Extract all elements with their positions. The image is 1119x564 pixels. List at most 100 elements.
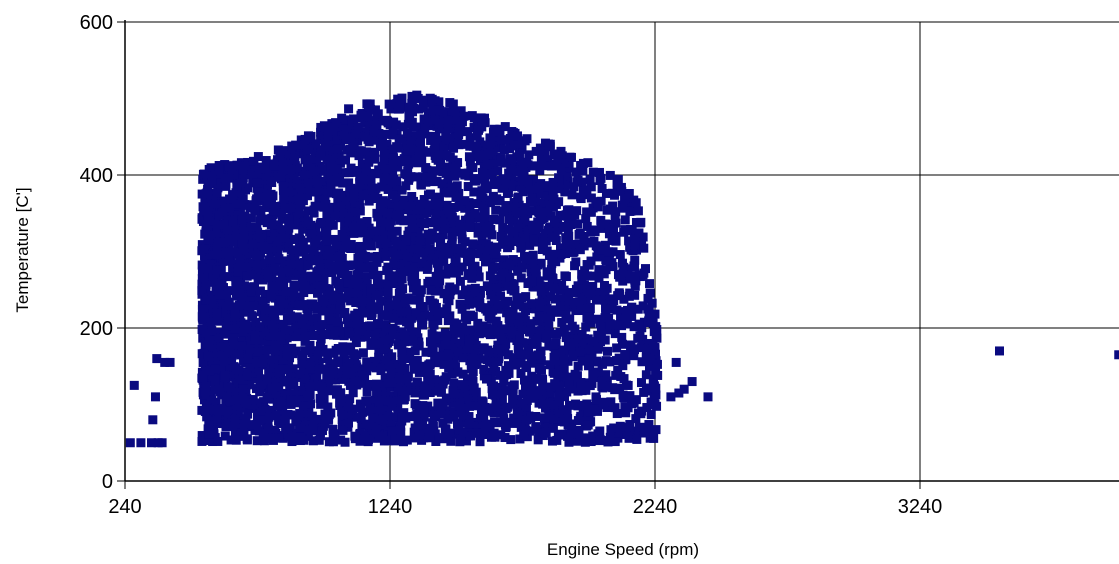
data-point-4479 <box>289 288 299 298</box>
data-point-4783 <box>499 414 509 424</box>
data-point-2092 <box>313 364 323 374</box>
data-point-4332 <box>215 387 225 397</box>
data-point-4688 <box>478 167 488 177</box>
data-point-2714 <box>357 127 367 137</box>
data-point-4642 <box>550 349 560 359</box>
data-point-4255 <box>512 167 522 177</box>
data-point-3924 <box>404 102 414 112</box>
data-point-2847 <box>568 350 578 360</box>
data-point-4818 <box>240 395 250 405</box>
data-point-983 <box>627 311 637 321</box>
data-point-3648 <box>303 260 313 270</box>
data-point-4434 <box>197 313 207 323</box>
data-point-4848 <box>157 438 167 448</box>
data-point-822 <box>294 149 304 159</box>
data-point-4381 <box>303 408 313 418</box>
data-point-1867 <box>455 219 465 229</box>
data-point-3083 <box>228 236 238 246</box>
data-point-2631 <box>516 139 526 149</box>
data-point-4022 <box>577 275 587 285</box>
data-point-4693 <box>443 351 453 361</box>
data-point-323 <box>457 290 467 300</box>
data-point-2800 <box>636 343 646 353</box>
data-point-4283 <box>569 182 579 192</box>
data-point-4522 <box>331 118 341 128</box>
data-point-3194 <box>507 156 517 166</box>
data-point-4778 <box>279 194 289 204</box>
data-point-3020 <box>615 383 625 393</box>
data-point-2131 <box>524 150 534 160</box>
data-point-3522 <box>555 301 565 311</box>
data-point-67 <box>617 332 627 342</box>
data-point-4158 <box>442 150 452 160</box>
data-point-3276 <box>259 436 269 446</box>
data-point-3953 <box>604 313 614 323</box>
data-point-3891 <box>457 243 467 253</box>
data-point-4382 <box>242 262 252 272</box>
data-point-3114 <box>545 360 555 370</box>
data-point-3289 <box>348 222 358 232</box>
data-point-1809 <box>409 253 419 263</box>
data-point-3819 <box>333 278 343 288</box>
data-point-4588 <box>357 295 367 305</box>
data-point-2517 <box>253 152 263 162</box>
data-point-742 <box>236 414 246 424</box>
data-point-3863 <box>218 249 228 259</box>
data-point-3348 <box>463 390 473 400</box>
data-point-3917 <box>387 228 397 238</box>
data-point-3644 <box>531 422 541 432</box>
data-point-4705 <box>528 259 538 269</box>
data-point-2113 <box>345 394 355 404</box>
data-point-4499 <box>515 330 525 340</box>
data-point-2096 <box>288 298 298 308</box>
data-point-2706 <box>355 241 365 251</box>
data-point-1742 <box>323 354 333 364</box>
data-point-3985 <box>644 420 654 430</box>
data-point-4620 <box>604 223 614 233</box>
data-point-3811 <box>489 132 499 142</box>
data-point-3495 <box>551 257 561 267</box>
data-point-1697 <box>652 333 662 343</box>
data-point-4122 <box>621 408 631 418</box>
data-point-4662 <box>325 290 335 300</box>
data-point-4715 <box>496 335 506 345</box>
data-point-4544 <box>242 371 252 381</box>
data-point-4393 <box>280 201 290 211</box>
data-point-4146 <box>549 368 559 378</box>
data-point-4178 <box>573 401 583 411</box>
data-point-2504 <box>262 394 272 404</box>
data-point-4707 <box>291 416 301 426</box>
data-point-4004 <box>435 105 445 115</box>
data-point-2751 <box>559 354 569 364</box>
data-point-2768 <box>521 361 531 371</box>
data-point-3340 <box>463 182 473 192</box>
data-point-4384 <box>388 330 398 340</box>
data-point-3866 <box>253 242 263 252</box>
data-point-4310 <box>284 214 294 224</box>
data-point-3451 <box>351 412 361 422</box>
data-point-801 <box>342 315 352 325</box>
data-point-3828 <box>311 235 321 245</box>
data-point-3756 <box>314 255 324 265</box>
data-point-3873 <box>393 102 403 112</box>
data-point-3231 <box>420 390 430 400</box>
data-point-3156 <box>303 392 313 402</box>
data-point-3926 <box>532 334 542 344</box>
data-point-4526 <box>378 431 388 441</box>
data-point-4404 <box>544 281 554 291</box>
data-point-4654 <box>538 237 548 247</box>
data-point-3208 <box>280 258 290 268</box>
data-point-4143 <box>204 429 214 439</box>
data-point-2015 <box>328 128 338 138</box>
data-point-4724 <box>201 223 211 233</box>
data-point-4634 <box>417 258 427 268</box>
data-point-4446 <box>263 424 273 434</box>
data-point-4826 <box>506 310 516 320</box>
data-point-4295 <box>243 409 253 419</box>
data-point-3758 <box>514 409 524 419</box>
data-point-3614 <box>449 325 459 335</box>
data-point-2782 <box>211 398 221 408</box>
data-point-3870 <box>373 319 383 329</box>
data-point-4339 <box>231 288 241 298</box>
data-point-1326 <box>500 122 510 132</box>
